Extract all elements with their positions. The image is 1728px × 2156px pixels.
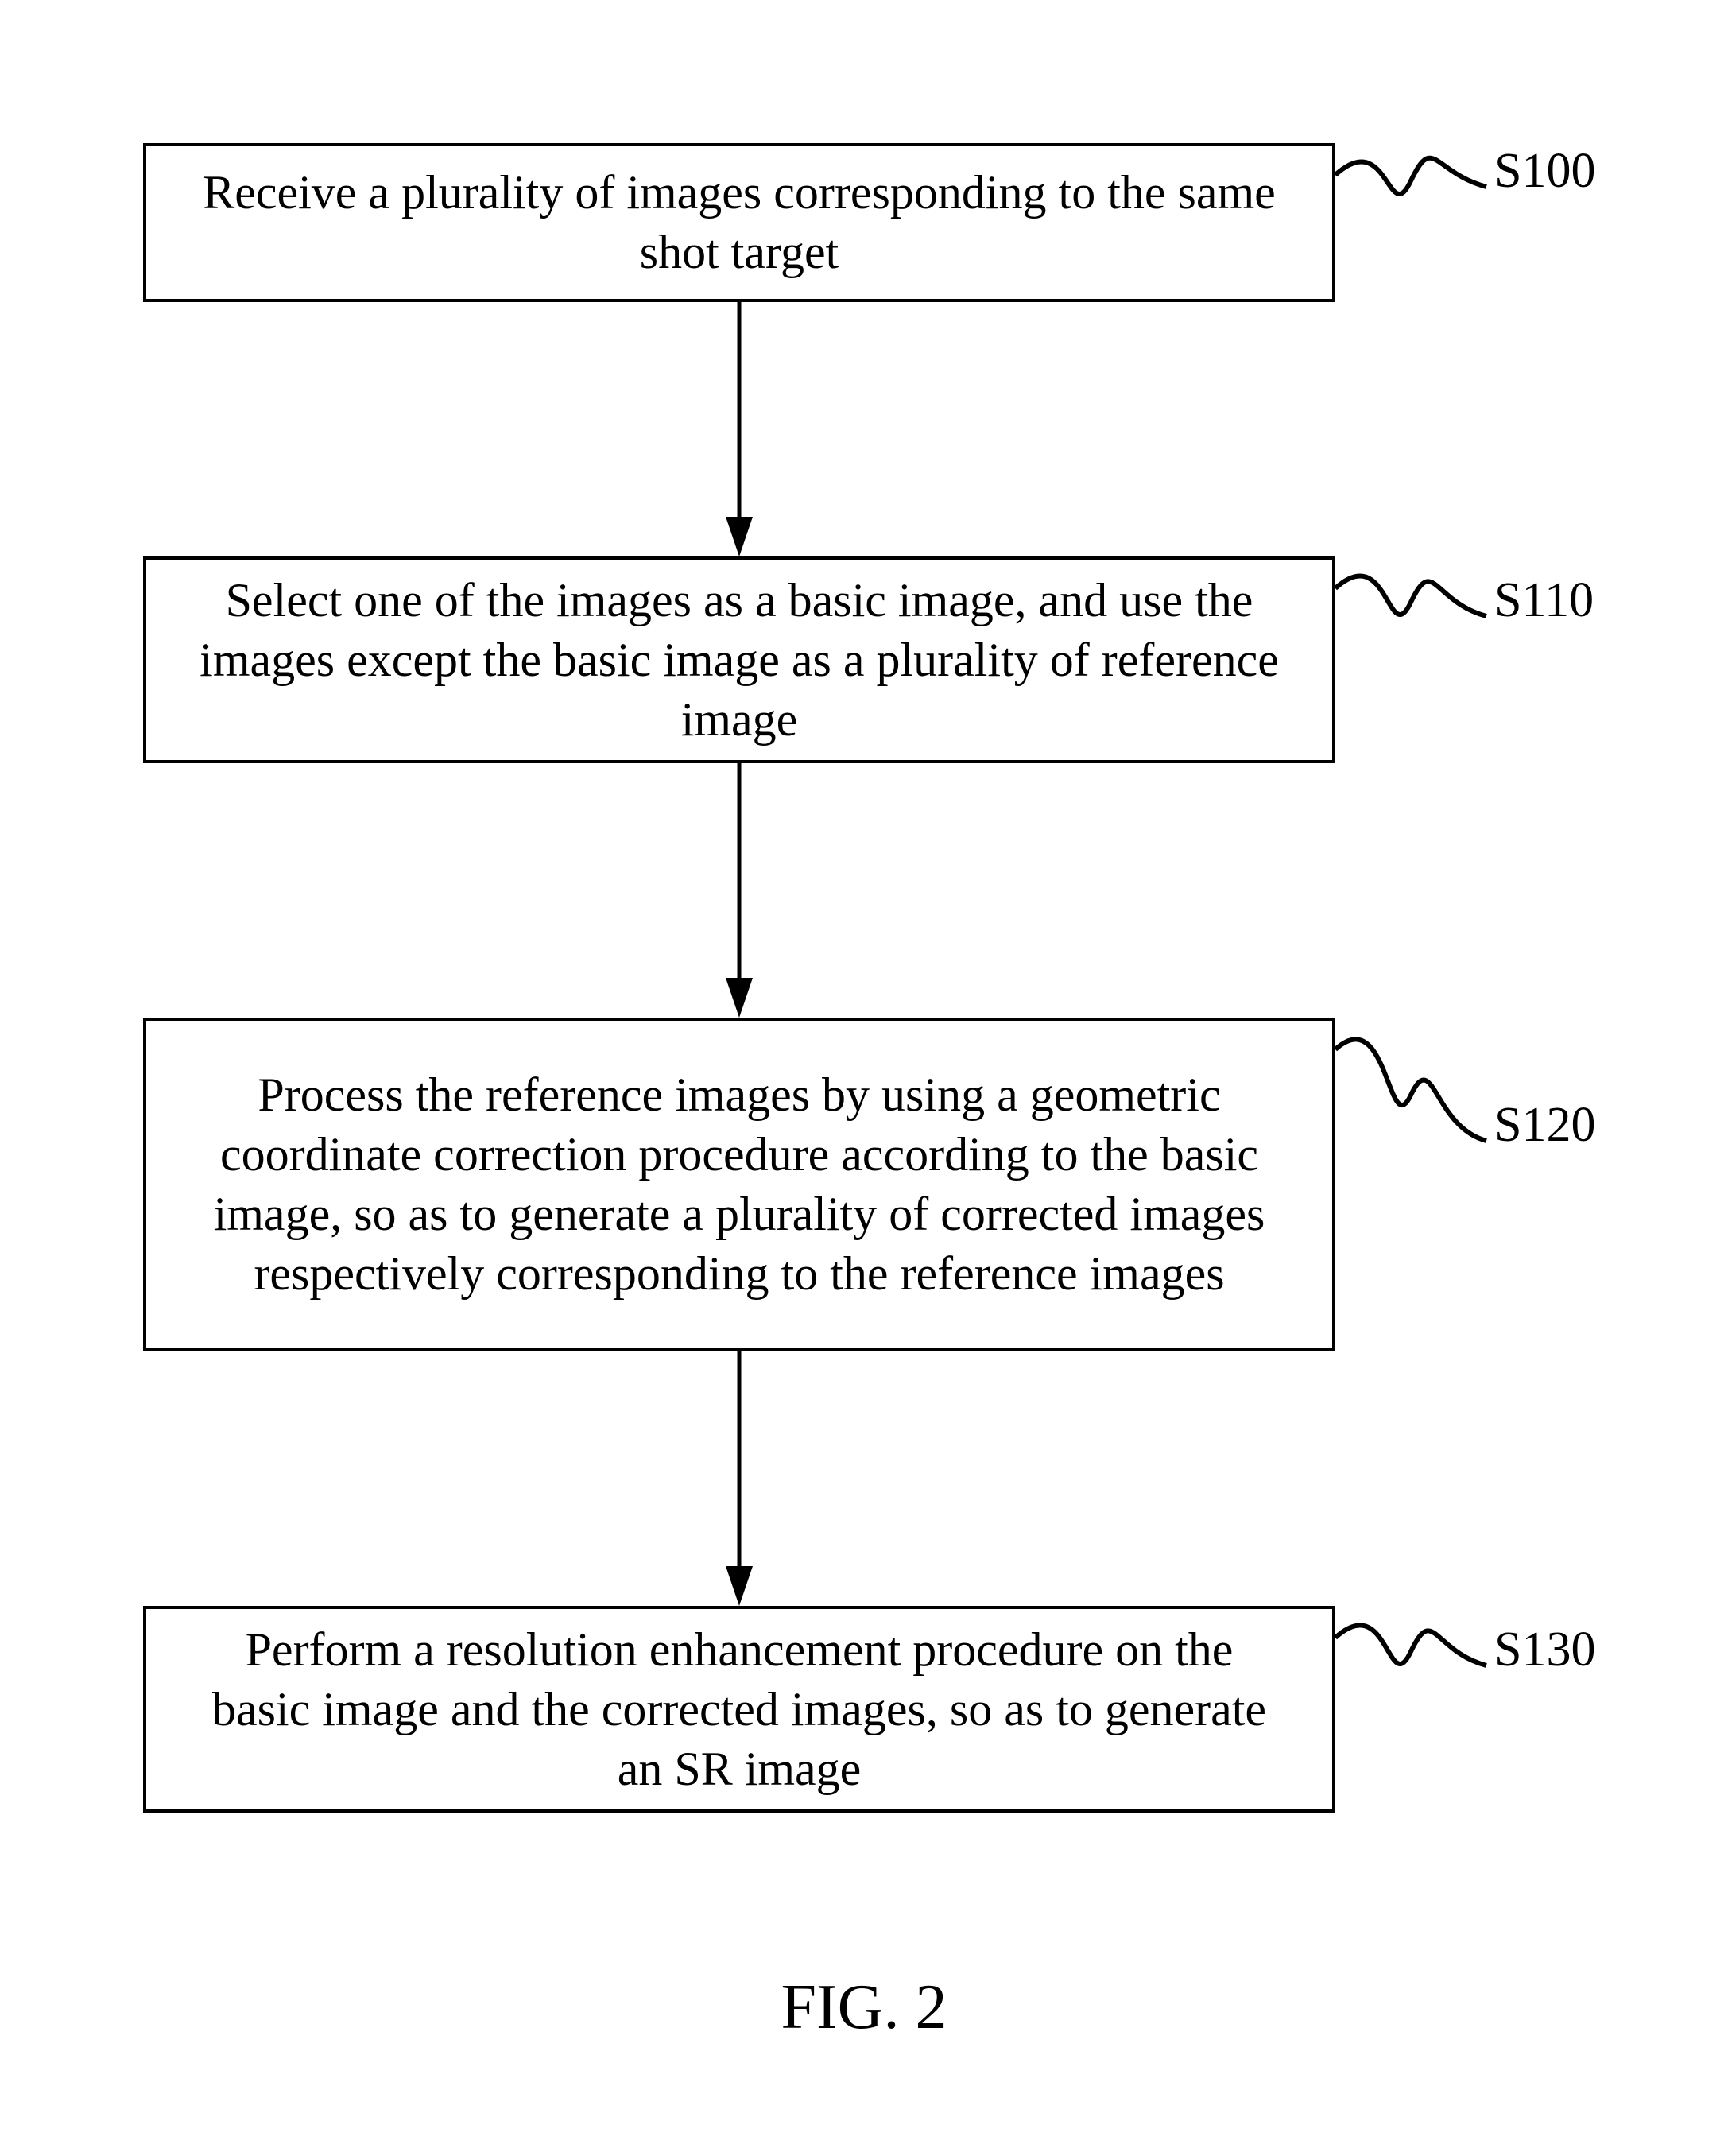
figure-label: FIG. 2 xyxy=(0,1972,1728,2044)
leader-s130 xyxy=(0,0,1728,2156)
flowchart-canvas: Receive a plurality of images correspond… xyxy=(0,0,1728,2156)
